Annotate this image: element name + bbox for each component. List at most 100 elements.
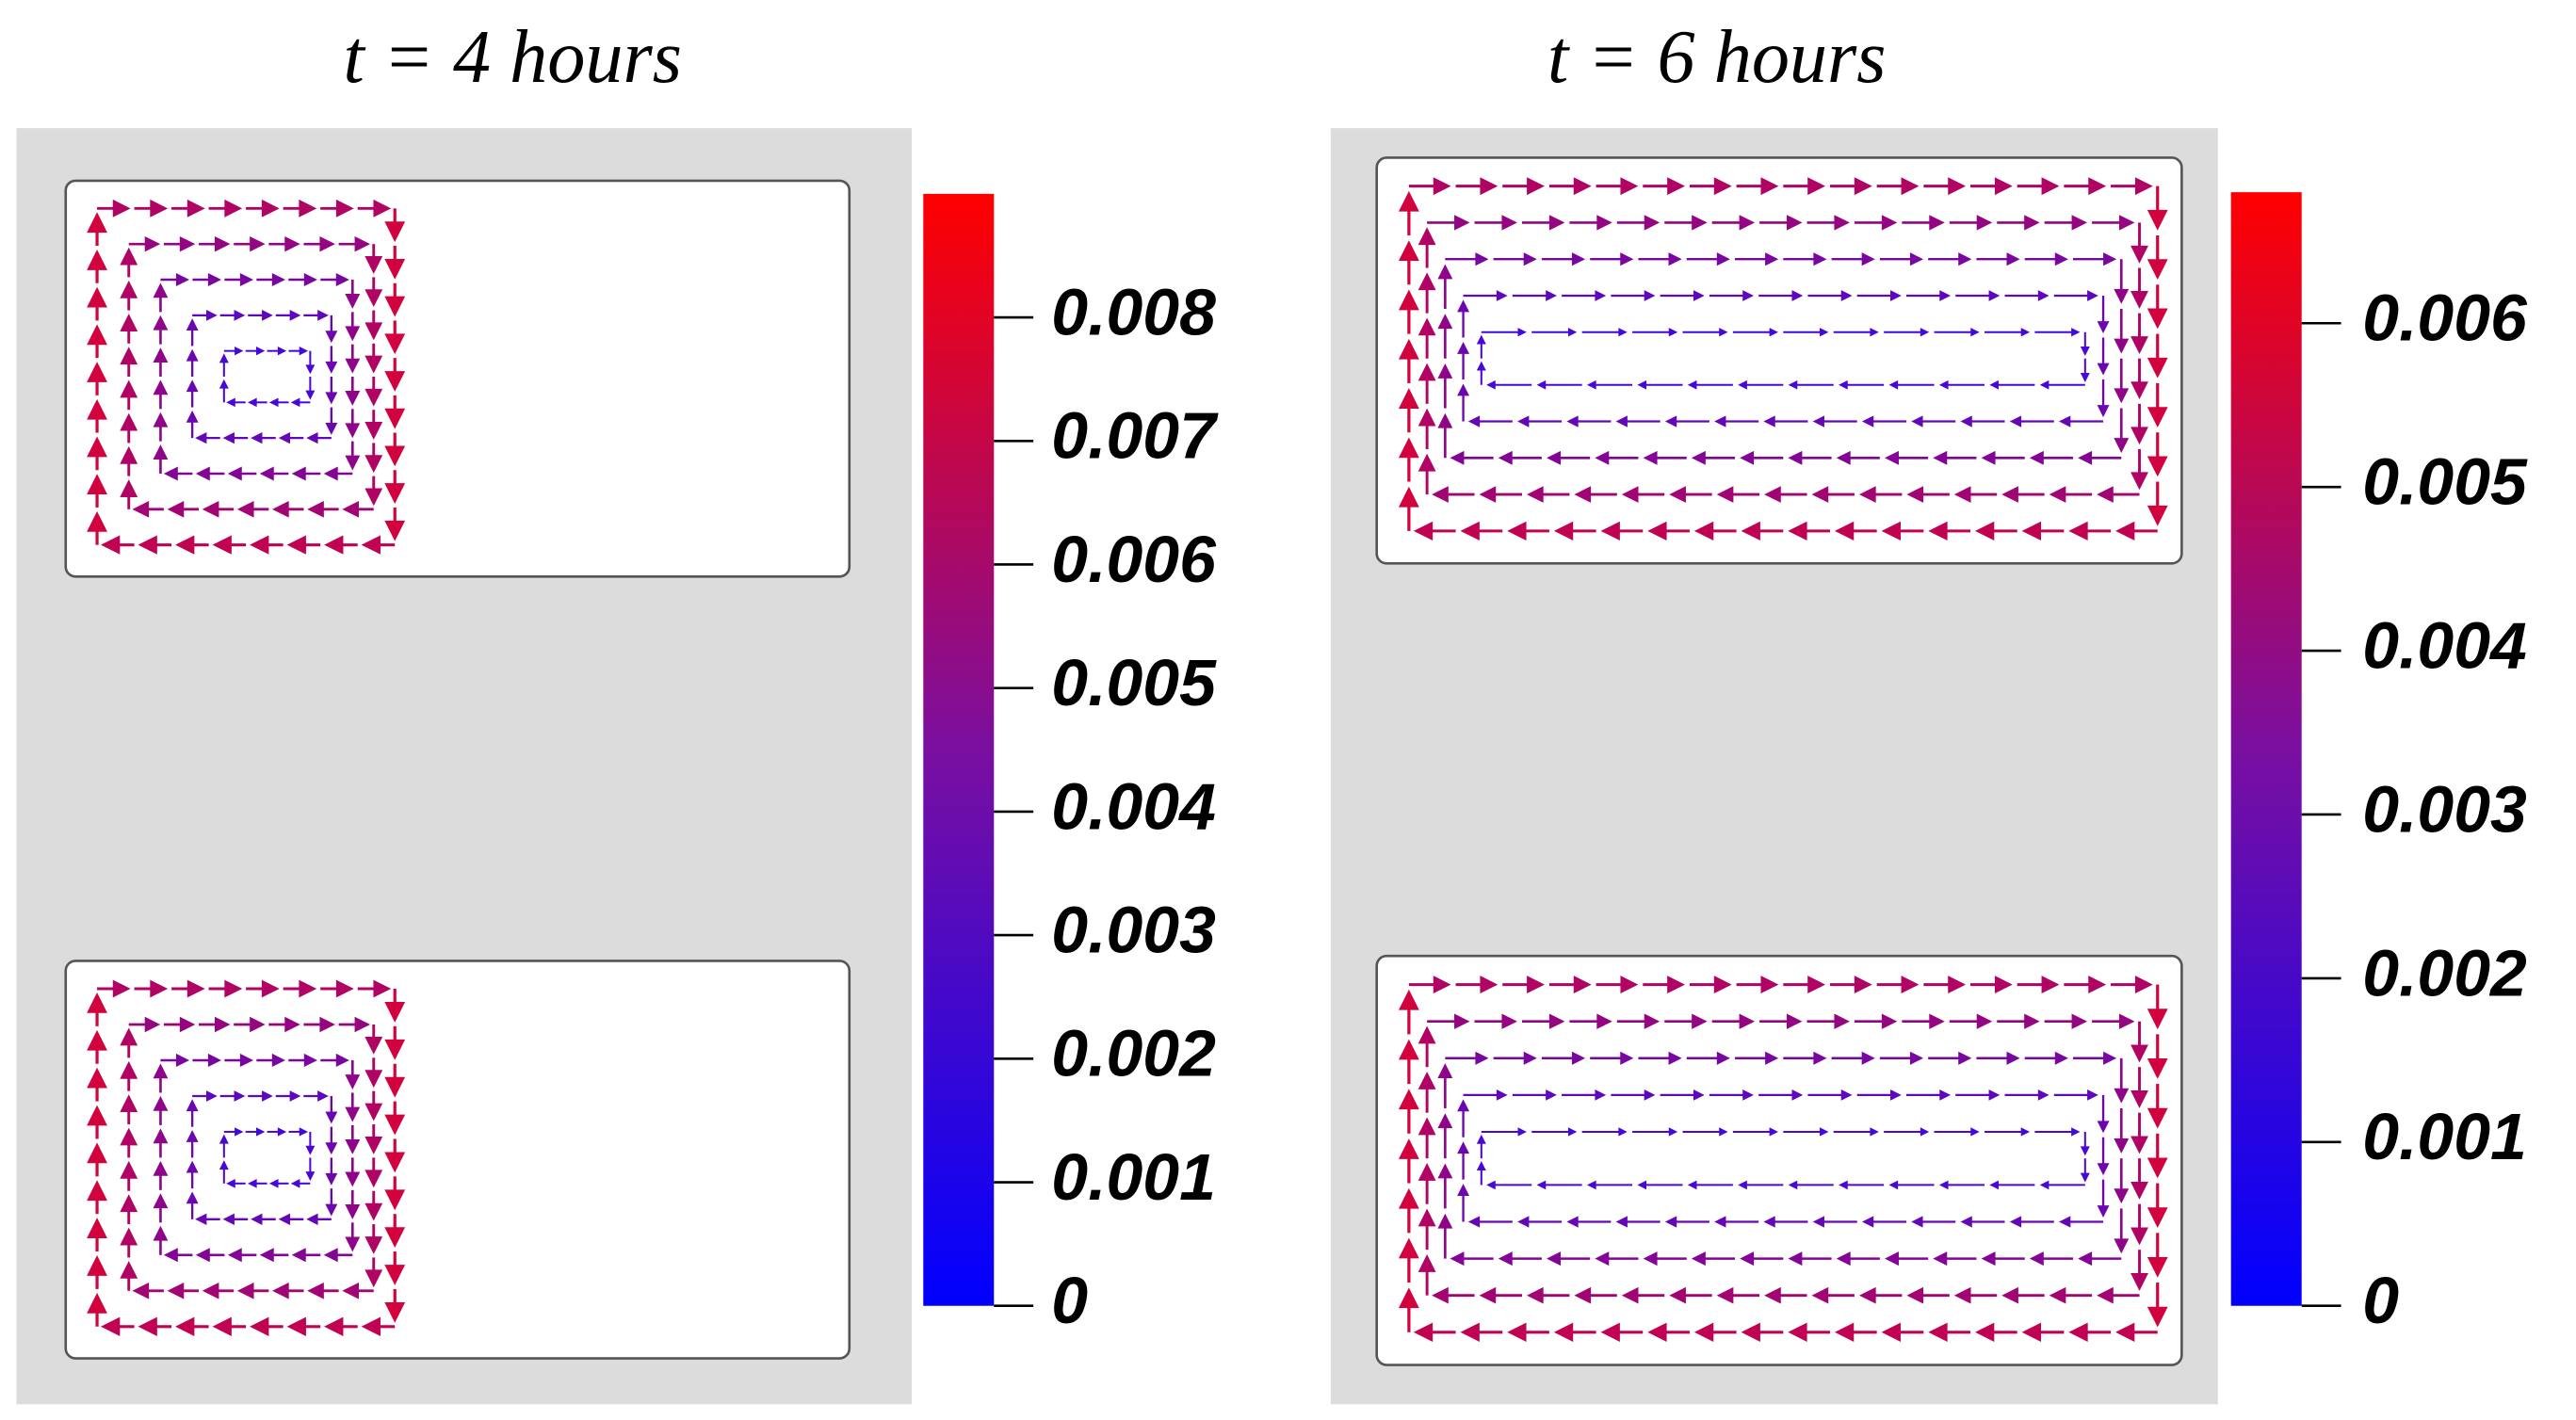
arrow-head <box>207 1053 221 1068</box>
arrow-head <box>2147 357 2168 379</box>
arrow-head <box>1953 486 1971 503</box>
arrow-head <box>224 199 243 218</box>
arrow-head <box>1840 1089 1853 1101</box>
arrow-head <box>1476 1134 1486 1144</box>
arrow-head <box>1548 215 1565 231</box>
arrow-head <box>120 445 138 464</box>
arrow-head <box>1861 1216 1874 1228</box>
arrow-head <box>1693 290 1705 301</box>
arrow-head <box>2080 373 2090 382</box>
arrow-head <box>1687 379 1697 390</box>
arrow-head <box>2097 1121 2110 1134</box>
panel: t = 4 hours 0 0.001 0.002 0.003 0.004 0.005 0.0… <box>16 16 1219 1405</box>
arrow-head <box>2130 472 2148 491</box>
arrow-head <box>132 1282 150 1299</box>
arrow-head <box>1553 521 1574 541</box>
arrow-head <box>1546 1089 1557 1101</box>
arrow-head <box>153 1063 169 1079</box>
arrow-head <box>1596 1013 1612 1029</box>
arrow-head <box>345 1171 361 1187</box>
arrow-head <box>305 1145 316 1155</box>
arrow-head <box>138 1316 157 1336</box>
arrow-head <box>2049 486 2066 503</box>
arrow-head <box>234 309 246 321</box>
arrow-head <box>2147 505 2168 526</box>
arrow-head <box>1769 328 1778 337</box>
arrow-head <box>1586 379 1596 390</box>
arrow-head <box>1476 361 1486 371</box>
arrow-head <box>261 199 280 218</box>
arrow-head <box>319 235 335 252</box>
arrow-head <box>365 289 383 308</box>
arrow-head <box>120 347 138 365</box>
arrow-head <box>1870 328 1879 337</box>
arrow-head <box>1644 1013 1661 1029</box>
arrow-head <box>214 1016 231 1033</box>
arrow-head <box>1981 450 1996 465</box>
arrow-head <box>345 1106 361 1122</box>
arrow-head <box>1450 450 1465 465</box>
arrow-head <box>365 1170 383 1188</box>
arrow-head <box>2001 1286 2018 1304</box>
arrow-head <box>1691 450 1706 465</box>
arrow-head <box>1716 1286 1734 1304</box>
arrow-head <box>87 212 107 234</box>
arrow-head <box>1586 1180 1596 1190</box>
colorbar-tick-label: 0.003 <box>1051 894 1216 967</box>
arrow-head <box>1739 215 1756 231</box>
arrow-head <box>1741 1322 1760 1342</box>
arrow-head <box>235 1127 244 1137</box>
arrow-head <box>1788 450 1803 465</box>
arrow-head <box>1573 177 1592 196</box>
arrow-head <box>1501 215 1517 231</box>
arrow-head <box>1476 334 1486 345</box>
arrow-head <box>1740 1251 1755 1267</box>
arrow-head <box>1573 976 1592 994</box>
arrow-head <box>87 1218 107 1238</box>
arrow-head <box>2088 177 2107 196</box>
arrow-head <box>354 235 371 252</box>
arrow-head <box>1858 486 1876 503</box>
arrow-head <box>239 272 253 287</box>
arrow-head <box>1974 1322 1995 1342</box>
arrow-head <box>1398 289 1419 311</box>
arrow-head <box>2147 407 2168 428</box>
arrow-head <box>1517 1216 1530 1228</box>
arrow-head <box>1548 1013 1565 1029</box>
arrow-head <box>1812 1216 1824 1228</box>
arrow-head <box>1740 450 1755 465</box>
arrow-head <box>1480 177 1499 196</box>
arrow-head <box>345 423 361 439</box>
arrow-head <box>1501 1013 1517 1029</box>
arrow-head <box>2114 338 2130 354</box>
arrow-head <box>1398 989 1419 1010</box>
arrow-head <box>1890 1089 1902 1101</box>
arrow-head <box>284 235 300 252</box>
arrow-head <box>1647 521 1667 541</box>
arrow-head <box>1457 341 1470 354</box>
arrow-head <box>2130 1182 2148 1200</box>
arrow-head <box>2147 1256 2168 1278</box>
arrow-head <box>373 979 392 998</box>
arrow-head <box>1948 976 1967 994</box>
arrow-head <box>259 466 274 481</box>
arrow-head <box>2054 252 2068 266</box>
arrow-head <box>1567 1127 1578 1137</box>
arrow-head <box>1716 1051 1730 1065</box>
colorbar-tick-label: 0.001 <box>2362 1100 2527 1173</box>
arrow-head <box>2114 1088 2130 1104</box>
arrow-head <box>179 235 196 252</box>
arrow-head <box>2024 215 2040 231</box>
arrow-head <box>87 1292 107 1314</box>
arrow-head <box>1839 1180 1848 1190</box>
arrow-head <box>1475 1051 1489 1065</box>
arrow-head <box>132 500 150 518</box>
arrow-head <box>365 388 383 407</box>
arrow-head <box>1667 976 1685 994</box>
arrow-head <box>120 379 138 398</box>
arrow-head <box>250 535 269 555</box>
arrow-head <box>163 466 178 481</box>
arrow-head <box>236 1282 254 1299</box>
arrow-head <box>2147 209 2168 231</box>
arrow-head <box>1413 1322 1434 1342</box>
